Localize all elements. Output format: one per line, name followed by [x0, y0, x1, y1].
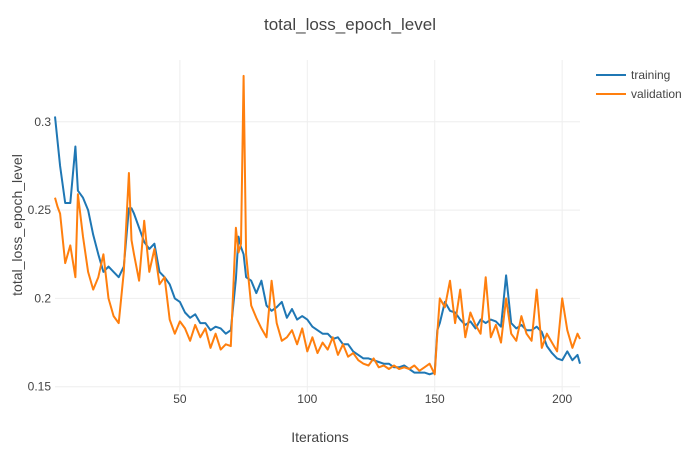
series-line-validation [54, 74, 581, 376]
legend-label-validation: validation [631, 87, 682, 101]
y-tick-label: 0.3 [34, 115, 51, 129]
legend-item-validation[interactable]: validation [596, 87, 682, 101]
legend-label-training: training [631, 68, 670, 82]
y-tick-label: 0.2 [34, 291, 51, 305]
grid-layer [55, 60, 580, 392]
x-tick-label: 200 [552, 392, 572, 406]
y-tick-label: 0.25 [28, 203, 52, 217]
y-axis-title: total_loss_epoch_level [9, 154, 25, 296]
legend[interactable]: training validation [596, 68, 682, 101]
series-line-training [54, 116, 581, 376]
chart-title: total_loss_epoch_level [264, 15, 436, 34]
x-tick-label: 50 [173, 392, 187, 406]
x-tick-label: 150 [425, 392, 445, 406]
series-layer [54, 74, 581, 376]
x-axis-title: Iterations [291, 429, 349, 445]
y-tick-label: 0.15 [28, 380, 52, 394]
x-tick-label: 100 [297, 392, 317, 406]
ticks-layer: 50 100 150 200 0.15 0.2 0.25 0.3 [28, 115, 573, 406]
legend-item-training[interactable]: training [596, 68, 670, 82]
